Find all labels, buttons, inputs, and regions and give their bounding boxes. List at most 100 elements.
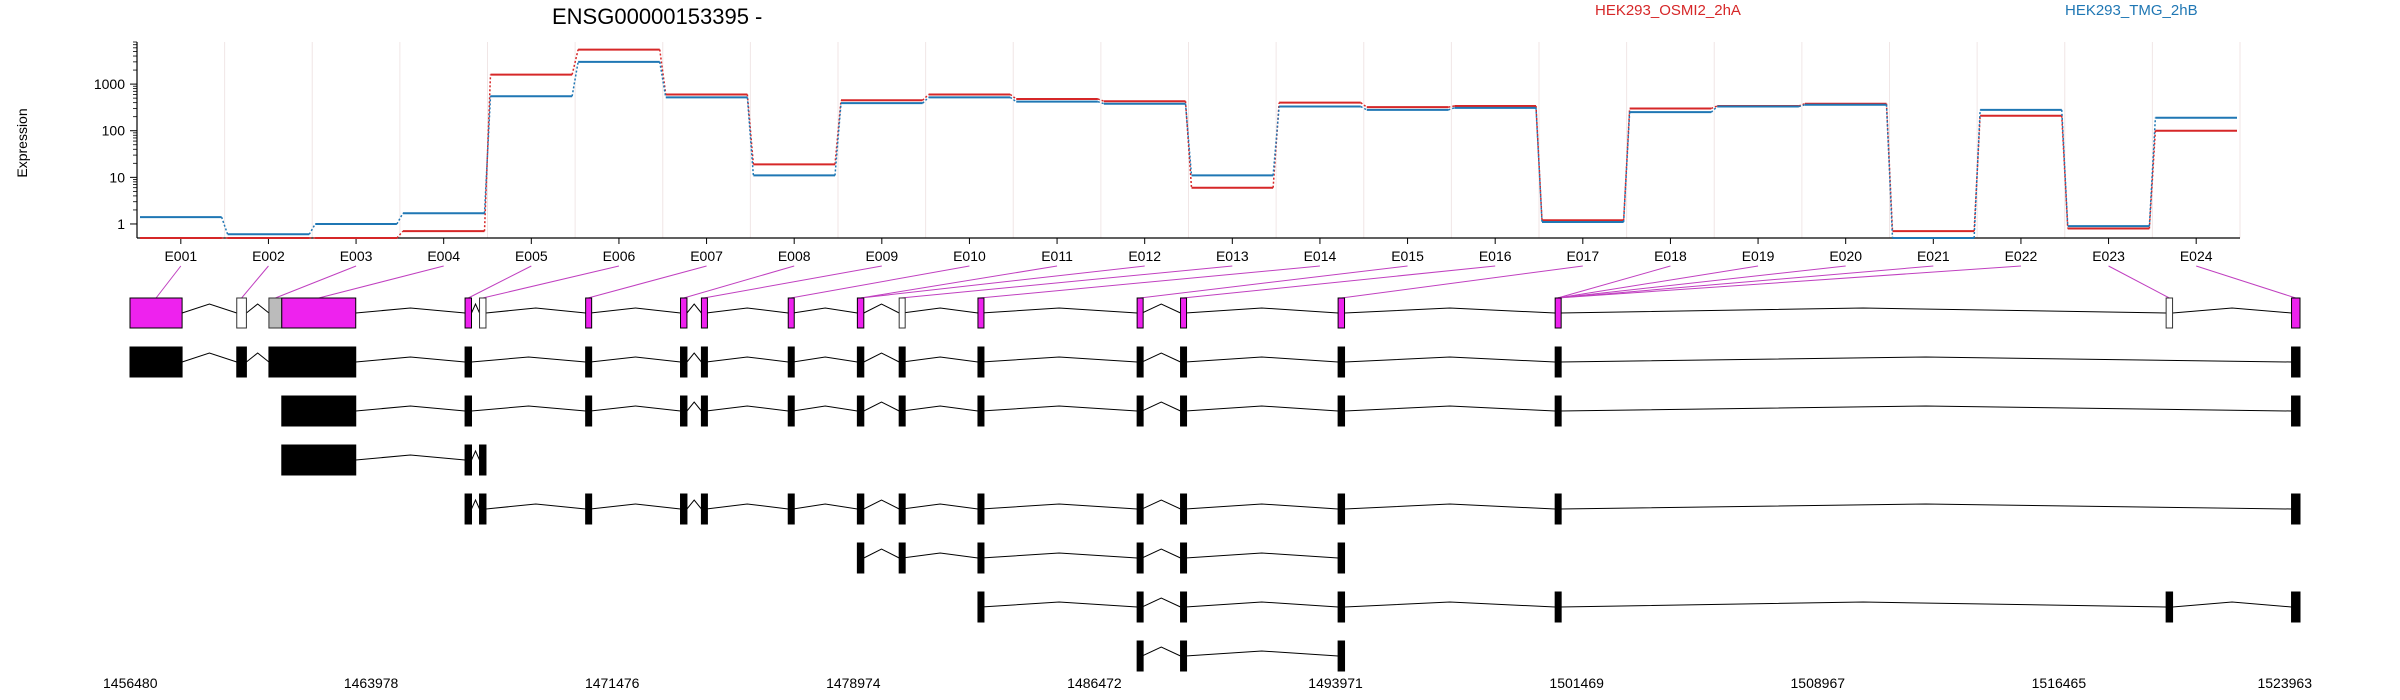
intron-line	[2172, 307, 2292, 314]
intron-line	[1344, 503, 1556, 510]
exon-box	[1337, 640, 1346, 672]
exon-box	[585, 395, 593, 427]
exon-connector	[1557, 265, 2021, 299]
intron-line	[1141, 303, 1181, 314]
exon-box	[281, 395, 357, 427]
y-tick-label: 1	[117, 216, 125, 232]
intron-line	[981, 601, 1138, 608]
series-join	[483, 96, 492, 214]
intron-line	[1185, 552, 1339, 559]
intron-line	[355, 356, 466, 363]
intron-line	[981, 405, 1138, 412]
exon-connector	[318, 265, 444, 299]
x-tick-label: E008	[778, 248, 811, 264]
intron-line	[485, 307, 586, 314]
exon-box	[700, 297, 708, 329]
genomic-tick-label: 1478974	[826, 675, 881, 691]
exon-box	[898, 493, 906, 525]
intron-line	[471, 302, 480, 314]
genomic-tick-label: 1486472	[1067, 675, 1122, 691]
genomic-axis: 1456480 1463978 1471476 1478974 1486472 14939…	[103, 675, 2312, 691]
genomic-tick-label: 1493971	[1308, 675, 1363, 691]
intron-line	[355, 454, 466, 461]
intron-line	[1559, 601, 2167, 608]
series-join	[922, 93, 930, 101]
series-join	[308, 223, 316, 235]
intron-line	[863, 303, 900, 314]
x-tick-label: E005	[515, 248, 548, 264]
exon-connector	[979, 265, 1320, 299]
intron-line	[792, 405, 858, 412]
exon-box	[1136, 591, 1144, 623]
intron-line	[863, 352, 900, 363]
intron-line	[2172, 601, 2292, 608]
exon-box	[1337, 542, 1346, 574]
exon-box	[585, 297, 593, 329]
x-tick-label: E012	[1128, 248, 1161, 264]
exon-box	[700, 493, 708, 525]
exon-box	[1554, 591, 1562, 623]
exon-box	[1136, 395, 1144, 427]
intron-line	[981, 552, 1138, 559]
genomic-tick-label: 1463978	[344, 675, 399, 691]
exon-box	[1337, 395, 1346, 427]
x-tick-label: E022	[2005, 248, 2038, 264]
exon-box	[1136, 542, 1144, 574]
exon-box	[898, 346, 906, 378]
exon-box	[268, 297, 283, 329]
exon-box	[1337, 346, 1346, 378]
intron-line	[1559, 356, 2292, 363]
intron-line	[1344, 307, 1556, 314]
exon-box	[281, 346, 357, 378]
series-join	[571, 49, 579, 75]
exon-box	[129, 346, 183, 378]
exon-connector	[1139, 265, 1408, 299]
exon-connector	[703, 265, 882, 299]
exon-box	[1554, 395, 1562, 427]
x-tick-label: E023	[2092, 248, 2125, 264]
genomic-tick-label: 1471476	[585, 675, 640, 691]
intron-line	[1185, 356, 1339, 363]
exon-connector	[2196, 265, 2296, 299]
series-join	[220, 216, 229, 235]
y-tick-label: 1000	[94, 76, 125, 92]
series-join	[1009, 93, 1017, 100]
exon-connectors	[155, 265, 2296, 299]
exon-connector	[790, 265, 970, 299]
x-tick-label: E013	[1216, 248, 1249, 264]
series-join	[1448, 107, 1455, 111]
exon-box	[977, 493, 985, 525]
exon-box	[479, 444, 487, 476]
exon-box	[1180, 640, 1188, 672]
intron-line	[981, 503, 1138, 510]
exon-box	[680, 395, 688, 427]
x-tick-label: E007	[690, 248, 723, 264]
intron-line	[1185, 307, 1339, 314]
x-tick-label: E002	[252, 248, 285, 264]
intron-line	[863, 499, 900, 510]
intron-line	[1559, 503, 2292, 510]
series-join	[1360, 105, 1368, 111]
intron-line	[1344, 356, 1556, 363]
exon-box	[281, 444, 357, 476]
exon-box	[268, 346, 283, 378]
axes: E001 E002 E003 E004 E005 E006 E007 E008 E009 E010…	[94, 41, 2240, 264]
exon-box	[856, 493, 865, 525]
x-tick-label: E006	[603, 248, 636, 264]
series-join	[1622, 108, 1631, 221]
intron-line	[471, 356, 586, 363]
exon-box	[898, 297, 906, 329]
intron-line	[706, 405, 789, 412]
x-tick-label: E015	[1391, 248, 1424, 264]
exon-box	[129, 297, 183, 329]
exon-box	[680, 493, 688, 525]
exon-box	[856, 395, 865, 427]
exon-box	[236, 297, 247, 329]
exon-box	[236, 346, 247, 378]
exon-box	[856, 297, 865, 329]
series-join	[1448, 105, 1455, 108]
genomic-tick-label: 1516465	[2032, 675, 2087, 691]
intron-line	[902, 356, 979, 363]
intron-line	[471, 498, 480, 510]
exon-box	[977, 395, 985, 427]
